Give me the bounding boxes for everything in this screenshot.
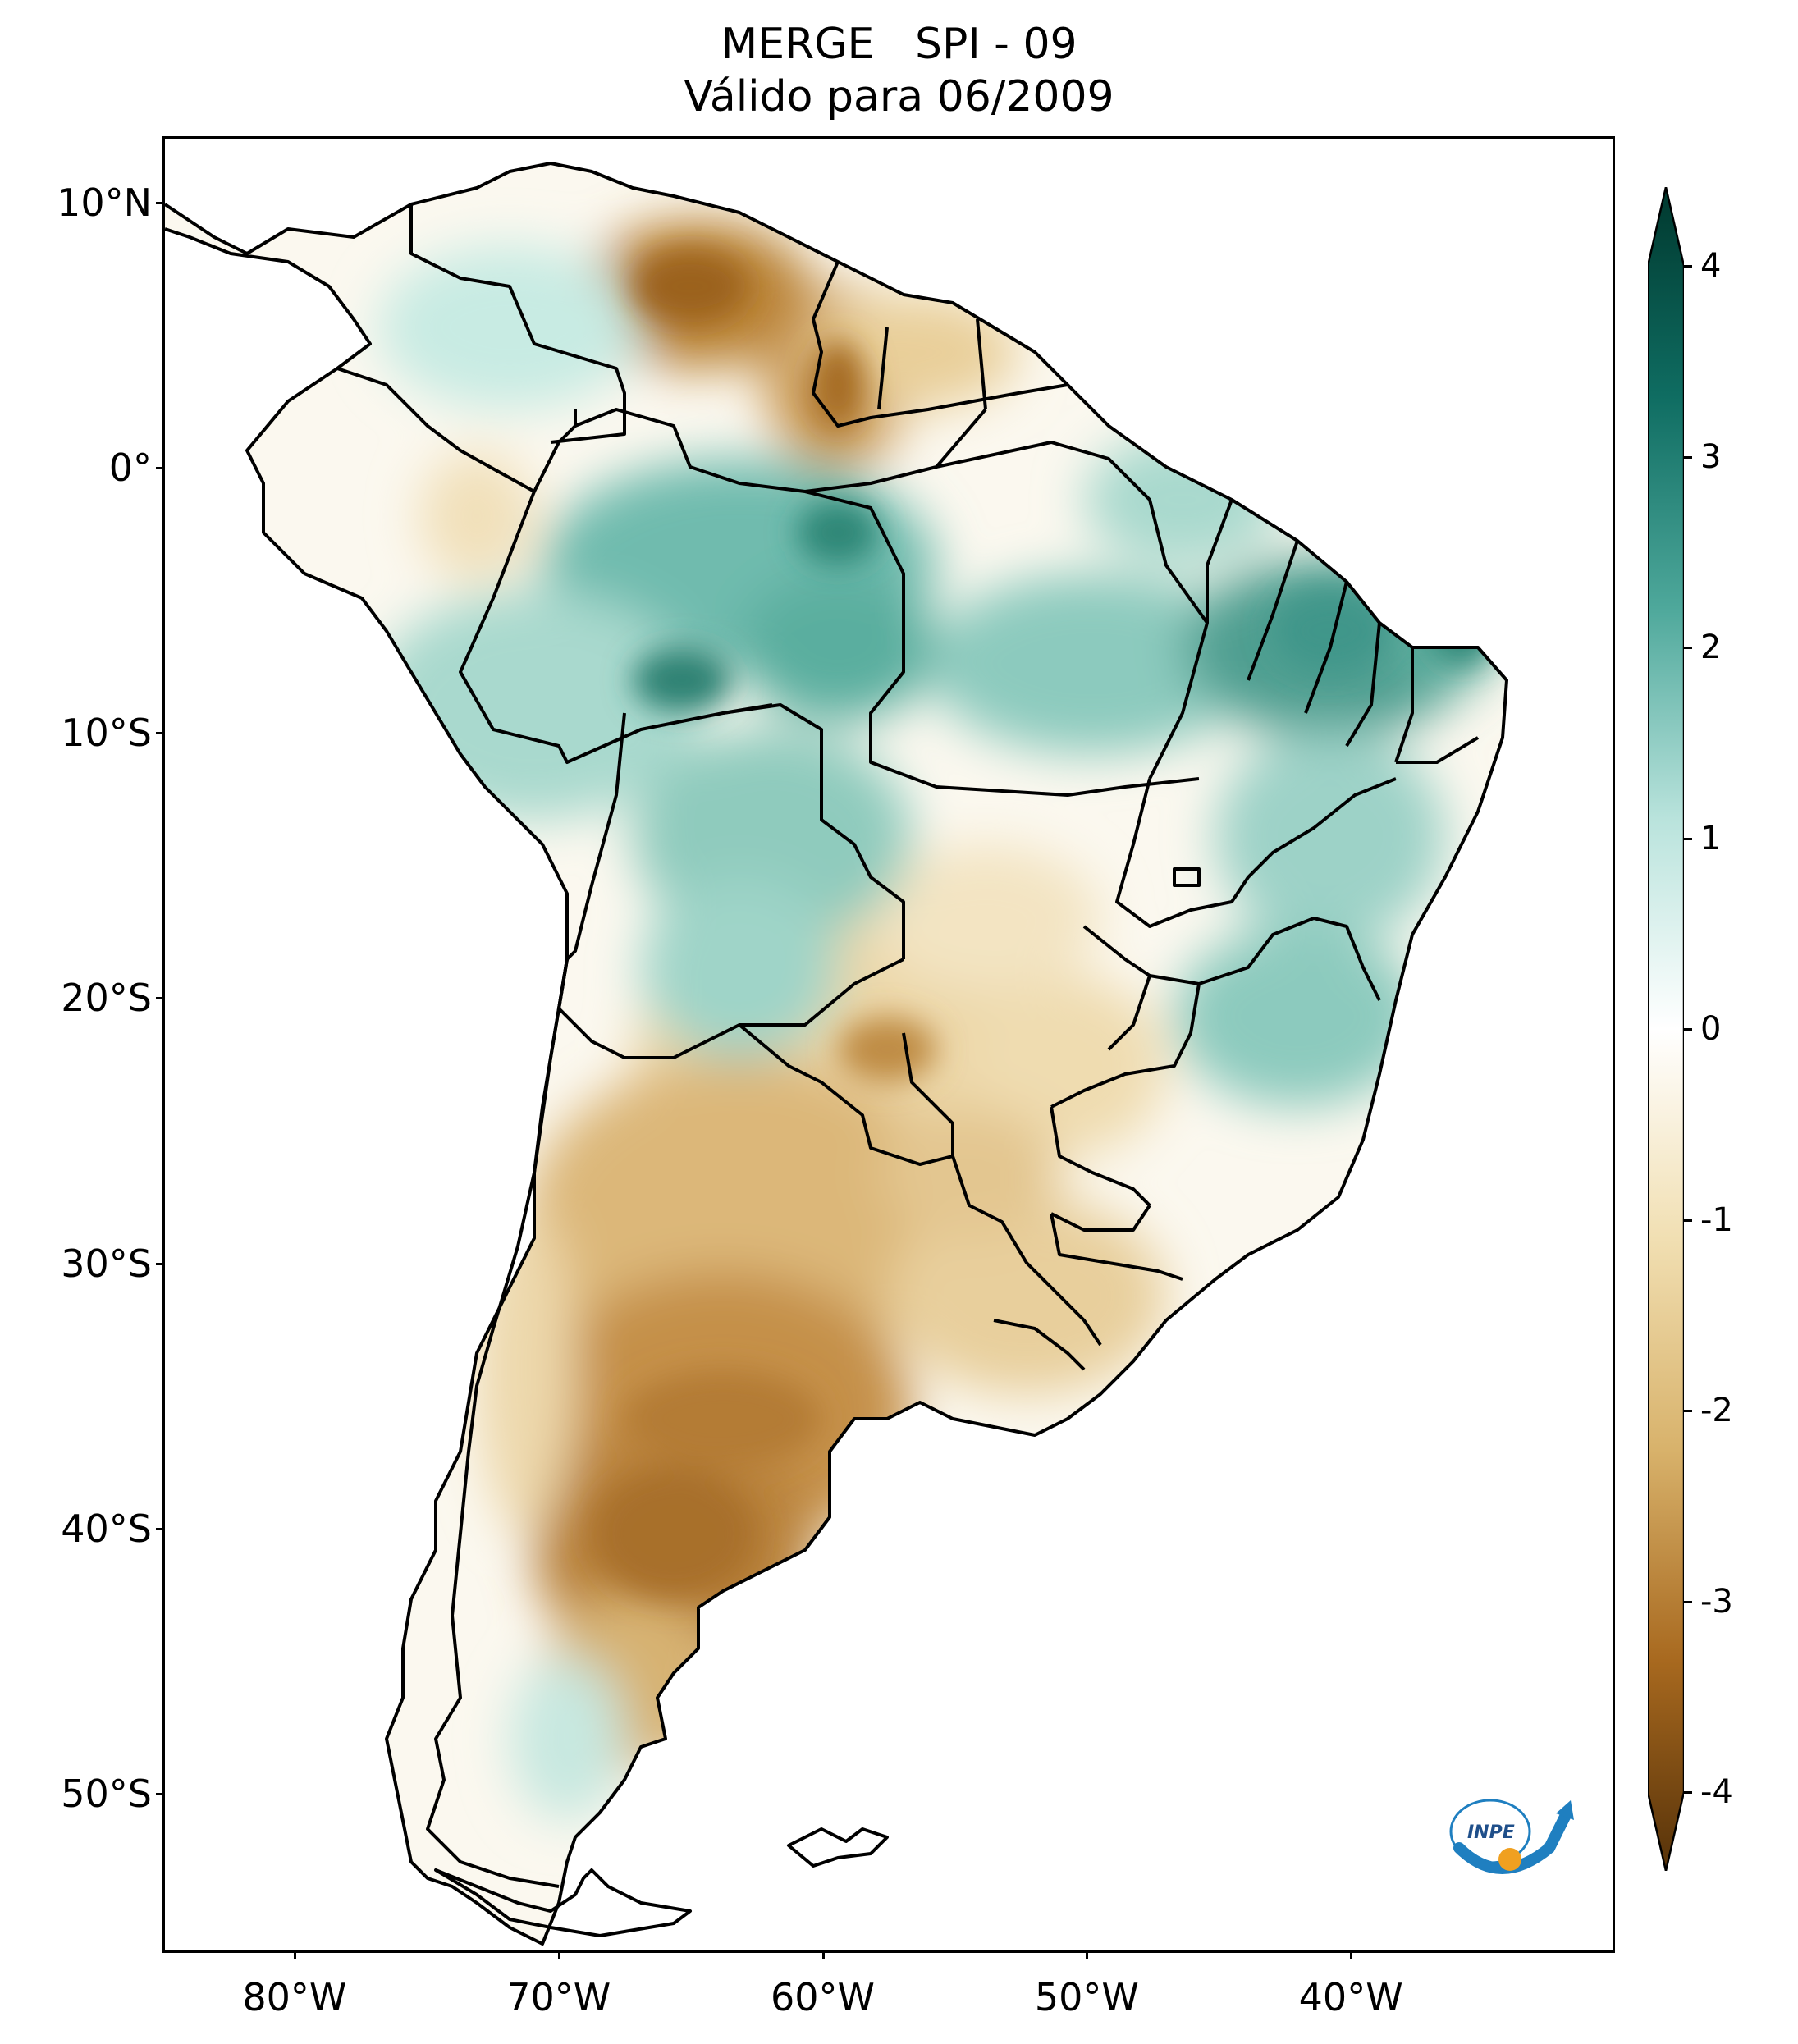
border-paraguay-argentina [738,1023,954,1166]
border-central-states [1115,777,1397,928]
border-argentina-uruguay [951,1155,1102,1347]
lon-tick-label: 70°W [506,1975,611,2019]
colorbar-tick-label: -3 [1700,1582,1733,1621]
lat-tick-mark [156,1527,162,1530]
title-line-2: Válido para 06/2009 [684,72,1114,121]
lon-tick-mark [557,1953,560,1959]
colorbar-tick-label: 2 [1700,629,1722,666]
title-line-1: MERGE SPI - 09 [721,20,1077,69]
lon-tick-mark [821,1953,825,1959]
colorbar-tick-mark [1684,837,1692,840]
border-bolivia-paraguay-chile [557,958,904,1059]
colorbar-tick-mark [1684,455,1692,459]
lat-tick-mark [156,997,162,1000]
border-amazon-states [804,490,1200,797]
inpe-logo: INPE [1443,1790,1574,1881]
lon-tick-label: 40°W [1298,1975,1403,2019]
falkland-islands [787,1827,889,1868]
lon-tick-mark [1086,1953,1089,1959]
colorbar-tick-mark [1684,1219,1692,1222]
border-colombia-peru-ecuador [336,367,577,493]
inpe-logo-text: INPE [1467,1822,1515,1843]
lat-tick-label: 30°S [61,1241,152,1286]
lon-tick-label: 60°W [771,1975,876,2019]
lat-tick-label: 10°N [57,180,152,225]
border-northeast-states [1206,499,1480,764]
lat-tick-label: 10°S [61,711,152,756]
border-santa-catarina [1050,1213,1183,1281]
colorbar-tick-mark [1684,1600,1692,1603]
colorbar-tick-label: 1 [1700,819,1722,857]
colorbar-tick-mark [1684,1028,1692,1031]
lon-tick-label: 50°W [1034,1975,1139,2019]
colorbar-tick-mark [1684,265,1692,268]
border-brazil-north [574,408,987,493]
colorbar-tick-label: 3 [1700,437,1722,476]
border-chile-argentina [426,958,569,1888]
coastline [165,162,1508,1946]
lat-tick-mark [156,1262,162,1265]
border-colombia-venezuela [409,204,626,444]
country-borders [165,162,1508,1946]
border-bolivia-brazil [722,703,905,959]
border-southeast-states [1050,917,1381,1232]
border-peru-brazil [459,491,773,764]
border-df-lake [1173,867,1201,887]
colorbar-tick-mark [1684,647,1692,649]
border-uruguay-brazil [993,1319,1086,1371]
lat-tick-mark [156,1793,162,1796]
spi-colorbar [1648,187,1684,1871]
colorbar-tick-label: -4 [1700,1773,1733,1811]
lon-tick-mark [1350,1953,1353,1959]
lat-tick-mark [156,201,162,204]
colorbar-tick-label: -2 [1700,1392,1733,1429]
tierra-del-fuego [434,1868,692,1937]
border-para-state [936,441,1209,780]
lon-tick-mark [293,1953,296,1959]
lat-tick-label: 50°S [61,1772,152,1817]
lat-tick-label: 0° [108,446,152,490]
lat-tick-label: 20°S [61,976,152,1021]
colorbar-tick-label: 0 [1700,1010,1722,1048]
spi-field-detail [592,249,1494,1599]
lon-tick-label: 80°W [242,1975,347,2019]
colorbar-tick-mark [1684,1791,1692,1794]
colorbar-tick-mark [1684,1410,1692,1412]
border-guianas [877,318,987,410]
colorbar-tick-label: 4 [1700,247,1722,285]
colorbar-body [1648,187,1684,1871]
lat-tick-mark [156,467,162,469]
map-frame [162,136,1615,1953]
spi-map [165,162,1508,1946]
colorbar-tick-label: -1 [1700,1200,1733,1239]
lat-tick-label: 40°S [61,1506,152,1551]
border-venezuela-guyana-brazil [812,261,1068,428]
lat-tick-mark [156,732,162,735]
